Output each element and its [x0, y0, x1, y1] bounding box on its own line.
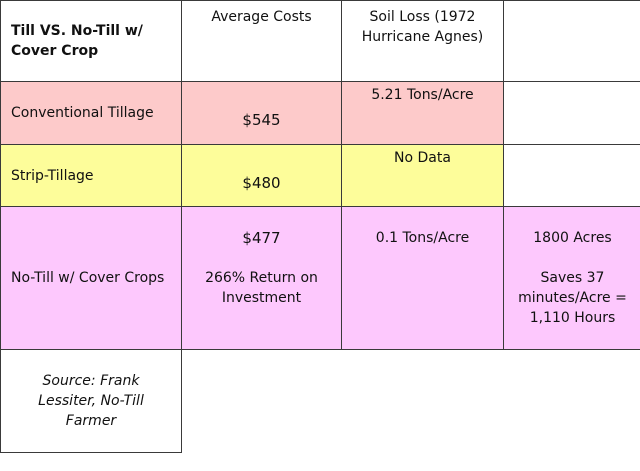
- source-line1: Source: Frank: [42, 373, 140, 389]
- notill-saves-line3: 1,110 Hours: [529, 310, 616, 326]
- notill-label: No-Till w/ Cover Crops: [11, 270, 165, 286]
- notill-cost-cell: $477 266% Return on Investment: [181, 206, 342, 350]
- header-soil-loss-cell: Soil Loss (1972 Hurricane Agnes): [341, 0, 504, 82]
- conventional-label-cell: Conventional Tillage: [0, 81, 182, 145]
- row-source: Source: Frank Lessiter, No-Till Farmer: [0, 349, 640, 453]
- notill-return-line2: Investment: [221, 290, 302, 306]
- conventional-cost-cell: $545: [181, 81, 342, 145]
- notill-label-cell: No-Till w/ Cover Crops: [0, 206, 182, 350]
- strip-label: Strip-Tillage: [11, 167, 94, 184]
- source-line2: Lessiter, No-Till: [38, 393, 144, 409]
- strip-soil-loss-cell: No Data: [341, 144, 504, 207]
- header-average-costs-cell: Average Costs: [181, 0, 342, 82]
- source-cell: Source: Frank Lessiter, No-Till Farmer: [0, 349, 182, 453]
- header-title-cell: Till VS. No-Till w/ Cover Crop: [0, 0, 182, 82]
- header-soil-loss-line2: Hurricane Agnes): [361, 29, 484, 45]
- source-line3: Farmer: [65, 413, 117, 429]
- strip-label-cell: Strip-Tillage: [0, 144, 182, 207]
- header-title: Till VS. No-Till w/ Cover Crop: [11, 23, 143, 59]
- comparison-table: Till VS. No-Till w/ Cover Crop Average C…: [0, 0, 640, 453]
- header-average-costs: Average Costs: [211, 9, 312, 25]
- strip-cost: $480: [242, 173, 281, 192]
- notill-saves-line2: minutes/Acre =: [518, 290, 627, 306]
- notill-acres: 1800 Acres: [533, 230, 612, 246]
- row-conventional-tillage: Conventional Tillage $545 5.21 Tons/Acre: [0, 81, 640, 145]
- header-row: Till VS. No-Till w/ Cover Crop Average C…: [0, 0, 640, 82]
- conventional-soil-loss-cell: 5.21 Tons/Acre: [341, 81, 504, 145]
- notill-return-line1: 266% Return on: [205, 270, 318, 286]
- row-no-till-cover-crops: No-Till w/ Cover Crops $477 266% Return …: [0, 206, 640, 350]
- conventional-cost: $545: [242, 111, 281, 129]
- strip-soil-loss: No Data: [394, 150, 451, 166]
- notill-cost: $477: [242, 229, 281, 247]
- row-strip-tillage: Strip-Tillage $480 No Data: [0, 144, 640, 207]
- notill-soil-loss: 0.1 Tons/Acre: [375, 230, 470, 246]
- notill-extra-cell: 1800 Acres Saves 37 minutes/Acre = 1,110…: [503, 206, 640, 350]
- notill-soil-loss-cell: 0.1 Tons/Acre: [341, 206, 504, 350]
- header-empty-cell: [503, 0, 640, 82]
- header-soil-loss-line1: Soil Loss (1972: [369, 9, 476, 25]
- strip-extra-cell: [503, 144, 640, 207]
- notill-saves-line1: Saves 37: [540, 270, 605, 286]
- strip-cost-cell: $480: [181, 144, 342, 207]
- conventional-label: Conventional Tillage: [11, 105, 154, 121]
- conventional-extra-cell: [503, 81, 640, 145]
- conventional-soil-loss: 5.21 Tons/Acre: [371, 87, 474, 103]
